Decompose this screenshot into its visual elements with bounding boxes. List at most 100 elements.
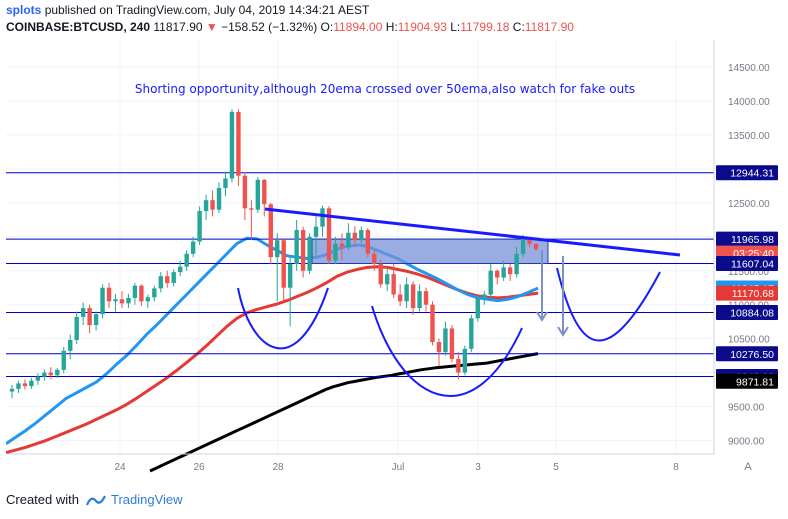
down-arrows	[536, 250, 569, 337]
candle-body	[177, 266, 183, 273]
price-label-bg	[716, 255, 778, 271]
price-label-bg	[716, 231, 778, 247]
candle-body	[242, 175, 248, 209]
candle-body	[106, 287, 112, 302]
ema200-line	[149, 352, 539, 473]
candle-body	[287, 263, 293, 288]
price-tick-label: 11500.00	[728, 267, 769, 278]
u-curve	[371, 305, 523, 397]
resistance-zone-box	[311, 238, 549, 264]
candle-body	[281, 240, 286, 288]
candle-body	[494, 270, 500, 278]
ema200-path	[149, 352, 539, 473]
left-margin	[0, 40, 6, 454]
candle-body	[126, 297, 131, 304]
annotation-text: Shorting opportunity,although 20ema cros…	[135, 82, 635, 96]
price-label-text: 10276.50	[730, 349, 774, 361]
candle-body	[74, 316, 79, 340]
candle-body	[339, 243, 345, 247]
low-value: 11799.18	[460, 20, 510, 34]
candle-body	[430, 304, 435, 343]
candle-body	[249, 208, 254, 210]
close-label: C:	[512, 20, 525, 34]
candle-body	[197, 211, 202, 242]
candle-body	[423, 291, 429, 305]
price-label-text: 12944.31	[730, 168, 774, 180]
candle-body	[190, 241, 196, 254]
open-value: 11894.00	[333, 20, 383, 34]
candle-body	[300, 230, 306, 271]
candle-body	[16, 383, 21, 389]
price-label-text: 11607.04	[731, 258, 774, 270]
down-triangle-icon: ▼	[205, 20, 218, 34]
candle-body	[29, 380, 34, 387]
price-label-bg	[716, 346, 778, 362]
candle-body	[320, 208, 325, 227]
candle-body	[449, 328, 455, 359]
arrow-head	[557, 326, 569, 337]
time-tick-label: 28	[272, 462, 284, 473]
candle-body	[22, 383, 28, 387]
candle-body	[443, 328, 448, 353]
price-tick-label: 10500.00	[728, 335, 770, 346]
close-value: 11817.90	[524, 20, 574, 34]
candle-body	[385, 274, 390, 285]
candle-body	[262, 179, 267, 205]
candle-body	[93, 314, 99, 326]
published-text: published on TradingView.com, July 04, 2…	[44, 3, 370, 17]
candle-body	[48, 372, 54, 376]
candle-body	[333, 243, 338, 261]
candles	[9, 109, 539, 399]
candle-body	[255, 179, 261, 210]
candle-body	[507, 267, 513, 275]
candle-body	[397, 294, 403, 302]
author-name[interactable]: splots	[6, 3, 42, 17]
candle-body	[275, 240, 280, 258]
candle-body	[165, 276, 170, 283]
tradingview-logo-icon	[85, 494, 106, 505]
candle-body	[372, 253, 377, 264]
candle-body	[378, 263, 383, 285]
time-tick-label: 5	[553, 462, 559, 473]
candle-body	[145, 297, 151, 302]
candle-body	[55, 369, 60, 376]
candle-body	[436, 342, 442, 353]
price-label-bg	[716, 373, 778, 389]
candle-body	[294, 230, 299, 264]
u-curve	[556, 267, 661, 342]
candle-body	[236, 111, 241, 176]
candle-body	[9, 388, 15, 392]
high-label: H:	[385, 20, 398, 34]
price-label-text: 10884.08	[730, 308, 774, 320]
open-label: O:	[320, 20, 334, 34]
candle-body	[223, 178, 228, 188]
price-tick-label: 9000.00	[728, 436, 765, 447]
candle-body	[346, 232, 351, 247]
candle-body	[514, 253, 519, 275]
time-axis[interactable]: 24 26 28 Jul 3 5 8	[114, 462, 679, 473]
price-labels: 12944.3111965.9803:25:4011607.0411245.17…	[716, 165, 778, 389]
footer: Created with TradingView	[6, 492, 183, 507]
candle-body	[139, 285, 144, 302]
candle-body	[132, 285, 138, 298]
candle-body	[391, 274, 396, 295]
created-with-label: Created with	[6, 492, 79, 507]
candle-body	[171, 272, 176, 283]
auto-scale-button[interactable]: A	[744, 461, 752, 473]
candle-body	[469, 318, 474, 349]
price-label-bg	[716, 285, 778, 301]
candle-body	[87, 308, 92, 326]
candle-body	[482, 294, 487, 298]
candle-body	[527, 238, 532, 245]
candle-body	[417, 291, 422, 309]
tradingview-brand[interactable]: TradingView	[110, 492, 183, 507]
candle-body	[352, 232, 358, 241]
candle-body	[216, 187, 222, 210]
price-label-text: 11170.68	[732, 288, 774, 300]
candle-body	[359, 230, 364, 241]
candle-body	[113, 299, 118, 302]
time-tick-label: Jul	[392, 462, 405, 473]
price-label-bg	[716, 165, 778, 181]
time-tick-label: 26	[193, 462, 205, 473]
